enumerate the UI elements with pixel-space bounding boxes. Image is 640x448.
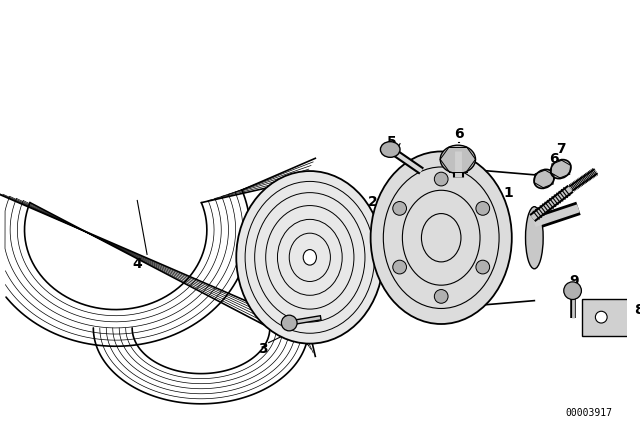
Ellipse shape (380, 142, 400, 157)
Text: 7: 7 (556, 142, 566, 156)
Ellipse shape (371, 151, 512, 324)
Text: 5: 5 (387, 135, 397, 149)
Circle shape (393, 260, 406, 274)
Text: 6: 6 (549, 152, 559, 166)
Circle shape (435, 172, 448, 186)
Circle shape (595, 311, 607, 323)
Text: 9: 9 (570, 274, 579, 288)
Circle shape (435, 289, 448, 303)
Text: 6: 6 (454, 127, 463, 141)
Ellipse shape (303, 250, 316, 265)
Ellipse shape (534, 169, 554, 189)
Circle shape (476, 202, 490, 215)
Ellipse shape (550, 159, 571, 179)
Circle shape (564, 282, 581, 300)
Circle shape (282, 315, 297, 331)
Circle shape (476, 260, 490, 274)
Ellipse shape (525, 207, 543, 269)
Text: 00003917: 00003917 (566, 408, 612, 418)
Text: 1: 1 (503, 185, 513, 200)
Text: 4: 4 (132, 257, 142, 271)
Text: 2: 2 (368, 195, 378, 209)
Ellipse shape (440, 145, 476, 173)
Text: 8: 8 (634, 303, 640, 317)
Polygon shape (582, 298, 636, 336)
Text: 3: 3 (258, 343, 268, 357)
Ellipse shape (236, 171, 383, 344)
Circle shape (393, 202, 406, 215)
